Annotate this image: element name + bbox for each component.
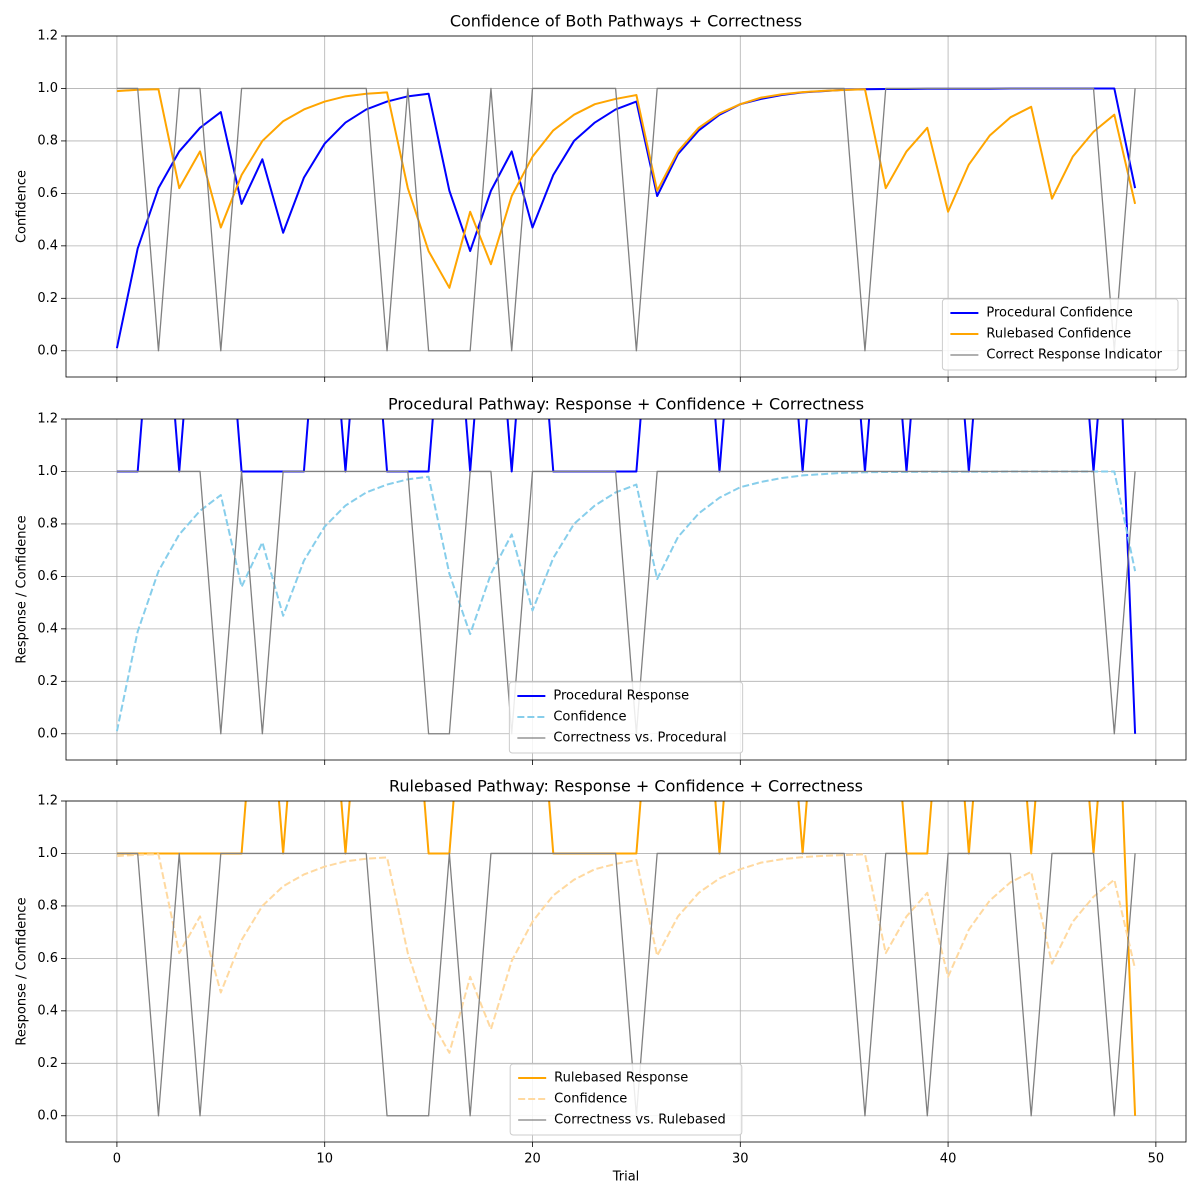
y-tick-label: 0.6 <box>37 186 58 201</box>
plot-area <box>115 419 1137 735</box>
series-line <box>116 853 1137 1054</box>
x-tick-label: 30 <box>732 1152 749 1167</box>
y-tick-label: 0.8 <box>37 133 58 148</box>
y-tick-label: 0.0 <box>37 343 58 358</box>
y-axis-label: Confidence <box>15 170 30 243</box>
y-tick-label: 1.0 <box>37 464 58 479</box>
y-tick-label: 0.6 <box>37 569 58 584</box>
legend-box <box>508 681 744 754</box>
chart-title: Procedural Pathway: Response + Confidenc… <box>388 395 864 414</box>
legend: Rulebased Response Confidence Correctness … <box>509 1063 743 1136</box>
y-tick-label: 0.8 <box>37 898 58 913</box>
plot-area <box>116 801 1137 1117</box>
legend-label: Rulebased Confidence <box>986 327 1131 342</box>
legend-label: Procedural Confidence <box>986 306 1132 321</box>
y-tick-label: 0.4 <box>37 238 58 253</box>
series-line <box>116 801 1137 1116</box>
series-line <box>116 852 1136 1117</box>
y-tick-label: 0.8 <box>37 516 58 531</box>
y-tick-label: 0.2 <box>37 291 58 306</box>
y-tick-label: 0.6 <box>37 951 58 966</box>
series-line <box>116 470 1136 735</box>
legend-label: Correctness vs. Procedural <box>553 731 726 746</box>
y-tick-label: 0.2 <box>37 674 58 689</box>
y-tick-label: 1.0 <box>37 81 58 96</box>
legend-label: Correct Response Indicator <box>986 348 1162 363</box>
legend-box <box>509 1063 743 1136</box>
y-tick-label: 0.0 <box>37 1108 58 1123</box>
x-axis-label: Trial <box>612 1170 640 1185</box>
chart-title: Rulebased Pathway: Response + Confidence… <box>389 777 863 796</box>
legend-label: Procedural Response <box>553 689 689 704</box>
series-line <box>116 88 1137 289</box>
legend-label: Confidence <box>554 1092 627 1107</box>
subplot: 0.0 0.2 0.4 0.6 0.8 1.0 1.2 Confidence of Both … <box>15 12 1187 382</box>
subplot: 0 10 20 30 40 50 0.0 0.2 0.4 0.6 0.8 1.0 1.2 Rulebase… <box>15 777 1187 1185</box>
legend: Procedural Response Confidence Correctness… <box>508 681 744 754</box>
y-axis-label: Response / Confidence <box>15 897 30 1045</box>
x-tick-label: 10 <box>316 1152 333 1167</box>
legend-label: Correctness vs. Rulebased <box>554 1113 726 1128</box>
legend-label: Confidence <box>553 710 626 725</box>
axes-frame <box>65 35 1187 378</box>
x-tick-label: 20 <box>524 1152 541 1167</box>
x-tick-label: 40 <box>940 1152 957 1167</box>
y-axis-label: Response / Confidence <box>15 515 30 663</box>
y-tick-label: 1.0 <box>37 846 58 861</box>
chart-title: Confidence of Both Pathways + Correctnes… <box>450 12 802 31</box>
y-tick-label: 0.0 <box>37 726 58 741</box>
legend-box <box>941 298 1179 371</box>
x-tick-label: 50 <box>1148 1152 1165 1167</box>
subplot: 0.0 0.2 0.4 0.6 0.8 1.0 1.2 Procedural Pathway:… <box>15 395 1187 765</box>
series-line <box>116 87 1136 352</box>
axes-frame <box>65 418 1187 761</box>
legend: Procedural Confidence Rulebased Confidenc… <box>941 298 1179 371</box>
y-tick-label: 1.2 <box>37 794 58 809</box>
y-tick-label: 0.4 <box>37 1003 58 1018</box>
y-tick-label: 0.2 <box>37 1056 58 1071</box>
y-tick-label: 1.2 <box>37 412 58 427</box>
y-tick-label: 1.2 <box>37 29 58 44</box>
y-tick-label: 0.4 <box>37 621 58 636</box>
axes-frame <box>65 800 1187 1143</box>
legend-label: Rulebased Response <box>554 1071 688 1086</box>
x-tick-label: 0 <box>113 1152 121 1167</box>
plot-area <box>115 87 1137 352</box>
